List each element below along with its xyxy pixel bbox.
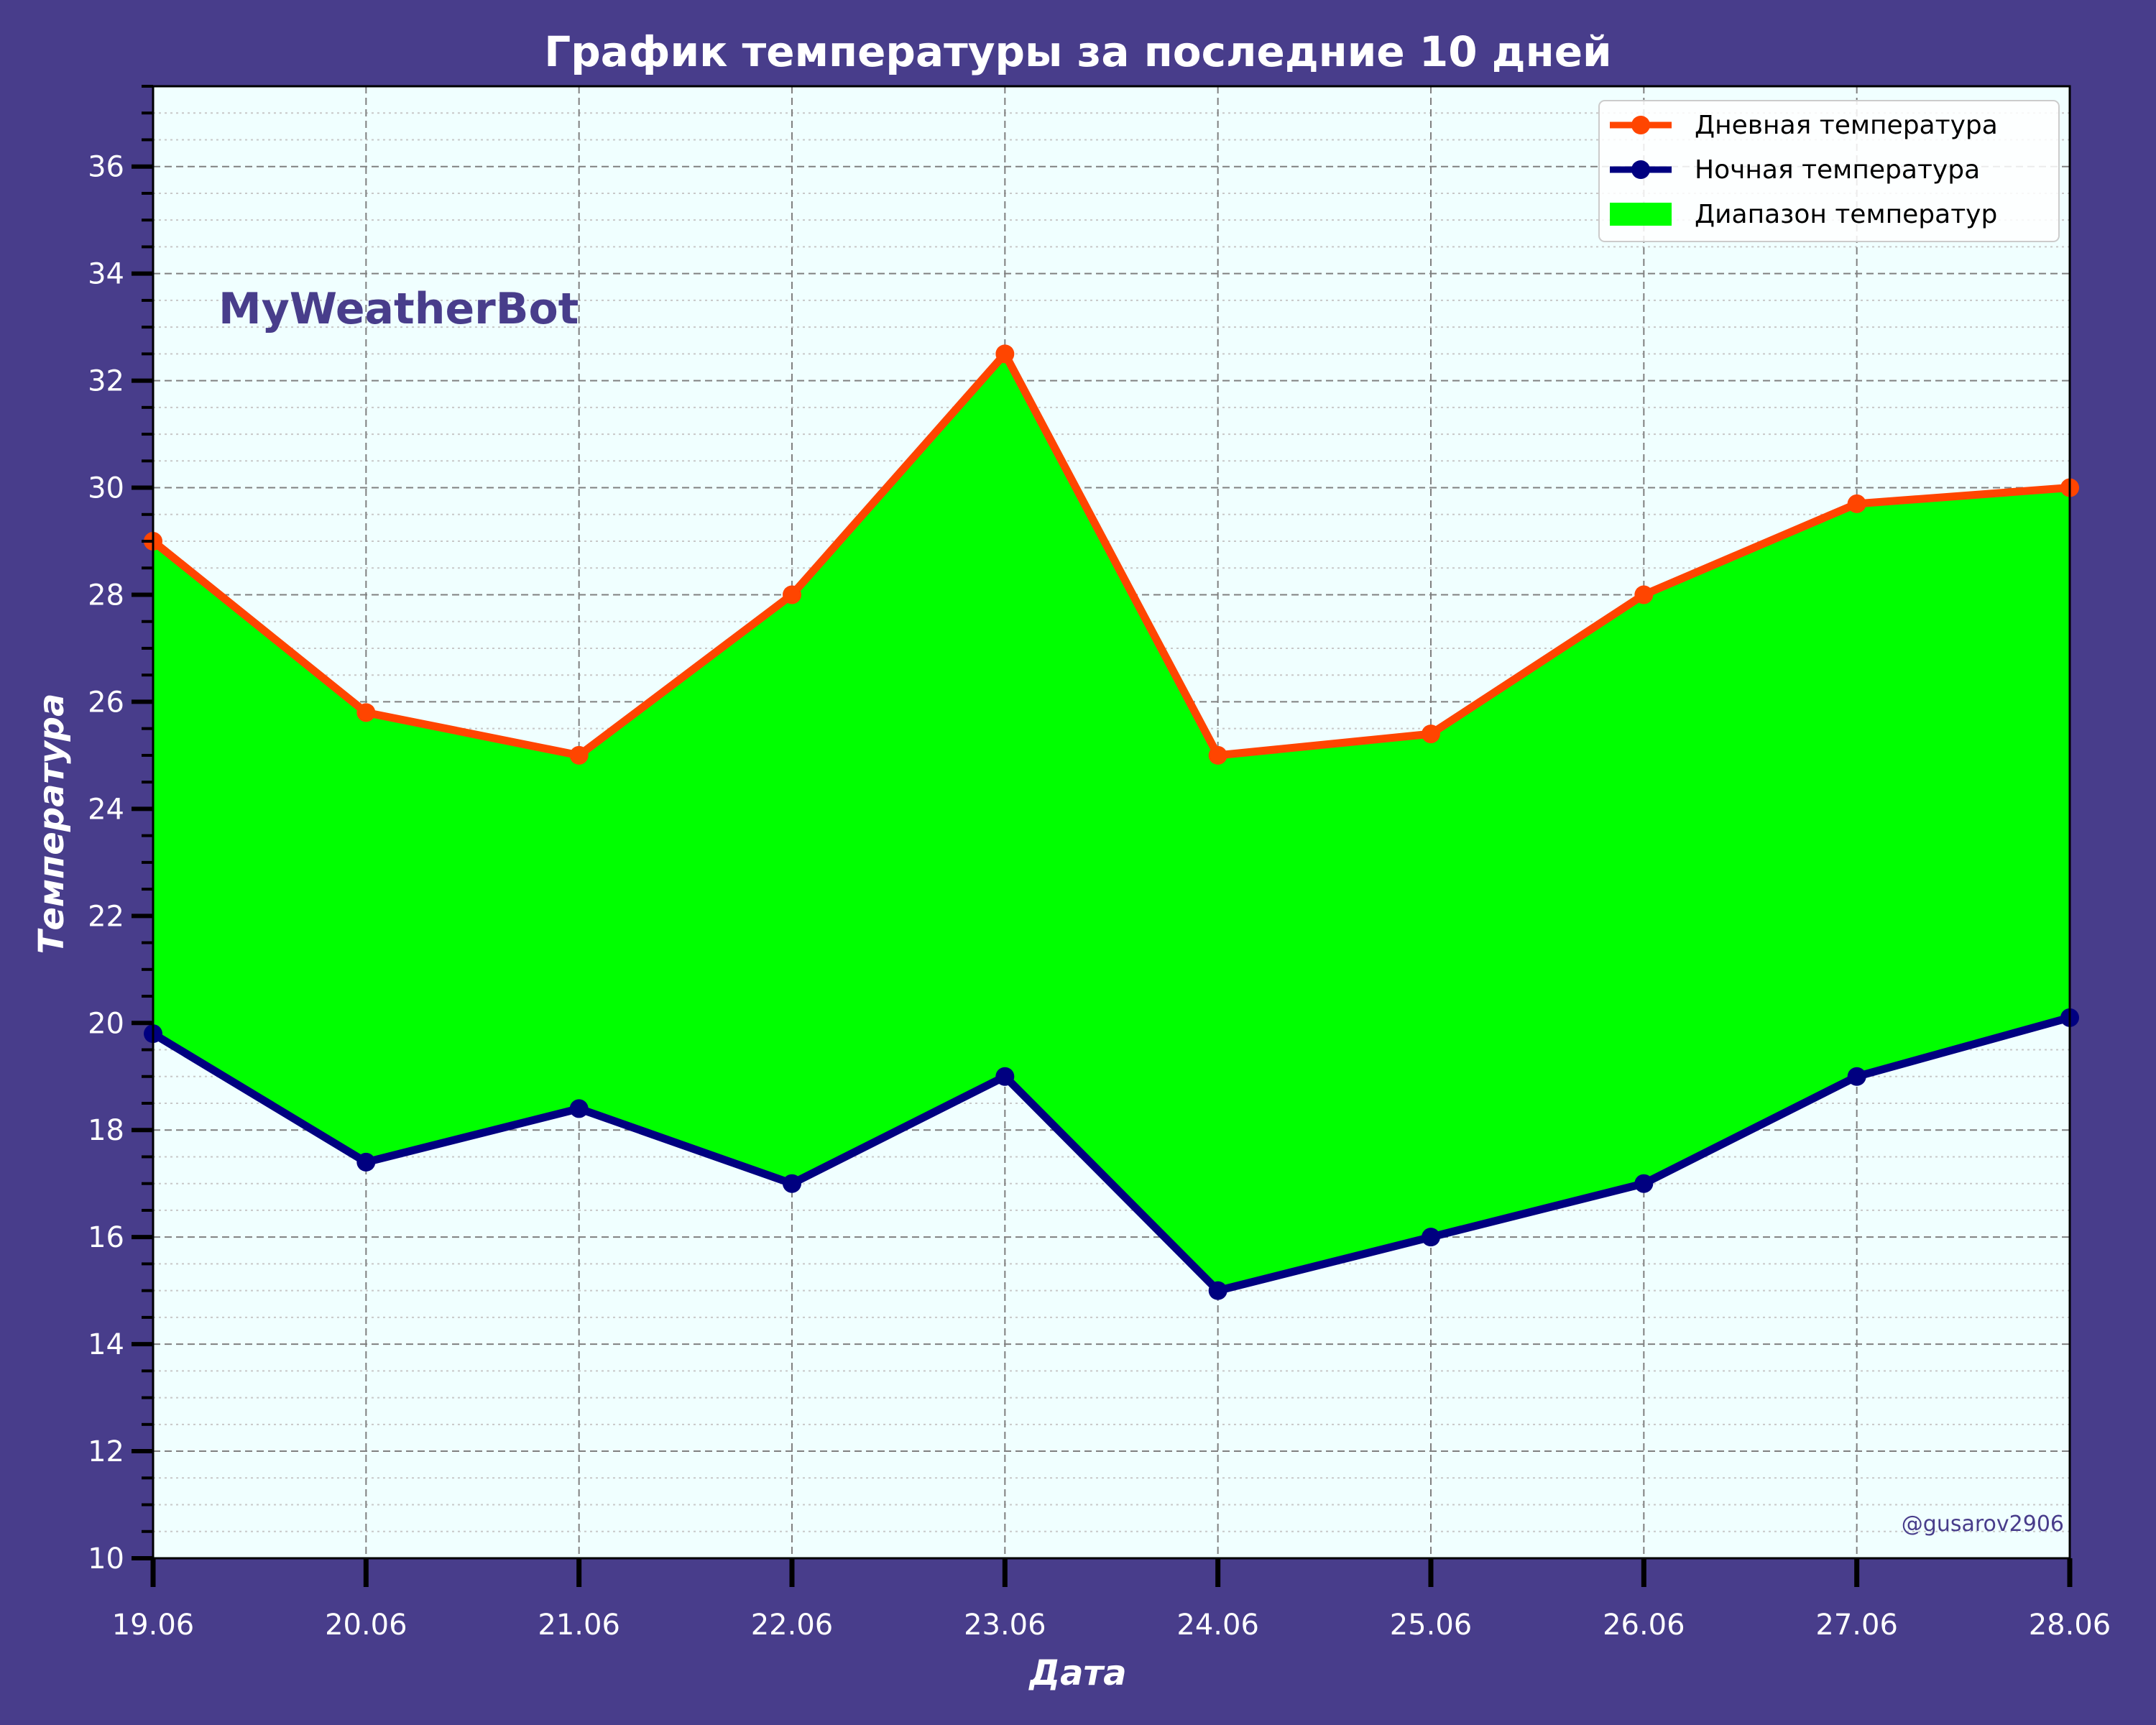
y-tick-label: 26 xyxy=(88,686,124,719)
y-tick-label: 22 xyxy=(88,900,124,933)
x-tick-label: 21.06 xyxy=(538,1609,620,1642)
legend-day-marker xyxy=(1631,116,1650,134)
day-temperature-point xyxy=(356,703,376,722)
day-temperature-point xyxy=(1422,724,1440,744)
x-tick-label: 23.06 xyxy=(964,1609,1046,1642)
legend-range-label: Диапазон температур xyxy=(1695,200,1997,229)
y-tick-label: 20 xyxy=(88,1007,124,1040)
plot-frame xyxy=(152,85,2071,1560)
night-temperature-point xyxy=(569,1099,589,1118)
y-axis: 10 12 14 16 18 20 22 24 26 28 30 32 34 36 xyxy=(88,85,153,1576)
day-temperature-points xyxy=(144,344,2079,765)
y-tick-label: 34 xyxy=(88,258,124,291)
y-tick-label: 32 xyxy=(88,365,124,398)
y-tick-label: 10 xyxy=(88,1542,124,1576)
night-temperature-point xyxy=(1634,1174,1654,1193)
y-tick-label: 18 xyxy=(88,1114,124,1147)
y-tick-label: 14 xyxy=(88,1328,124,1361)
day-temperature-point xyxy=(995,344,1015,364)
x-tick-label: 27.06 xyxy=(1815,1609,1898,1642)
x-tick-label: 28.06 xyxy=(2029,1609,2111,1642)
night-temperature-line xyxy=(151,1013,2071,1295)
credit-text: @gusarov2906 xyxy=(1902,1512,2064,1537)
watermark-text: MyWeatherBot xyxy=(218,284,579,334)
day-temperature-point xyxy=(783,585,801,604)
night-temperature-point xyxy=(1208,1281,1227,1300)
y-tick-label: 36 xyxy=(88,151,124,184)
night-temperature-point xyxy=(783,1174,801,1193)
night-temperature-point xyxy=(356,1152,376,1172)
x-tick-label: 25.06 xyxy=(1390,1609,1473,1642)
legend: Дневная температура Ночная температура Д… xyxy=(1598,100,2060,242)
x-axis: 19.06 20.06 21.06 22.06 23.06 24.06 25.06 26.06… xyxy=(112,1558,2111,1642)
day-temperature-point xyxy=(569,745,589,765)
y-tick-label: 24 xyxy=(88,793,124,826)
y-tick-label: 28 xyxy=(88,579,124,612)
chart-title: График температуры за последние 10 дней xyxy=(544,27,1611,76)
legend-box xyxy=(1598,100,2060,242)
y-tick-label: 30 xyxy=(88,472,124,505)
night-temperature-point xyxy=(1422,1228,1440,1247)
night-temperature-points xyxy=(144,1008,2079,1300)
y-tick-label: 16 xyxy=(88,1221,124,1254)
day-temperature-point xyxy=(1847,494,1866,513)
day-temperature-line xyxy=(150,349,2070,760)
x-tick-label: 26.06 xyxy=(1603,1609,1685,1642)
temperature-range-fill xyxy=(153,354,2070,1291)
night-temperature-point xyxy=(995,1067,1015,1086)
x-tick-label: 20.06 xyxy=(325,1609,407,1642)
day-temperature-point xyxy=(1208,745,1227,765)
x-tick-label: 24.06 xyxy=(1176,1609,1259,1642)
legend-day-label: Дневная температура xyxy=(1695,111,1998,140)
legend-range-swatch xyxy=(1610,203,1672,226)
legend-night-label: Ночная температура xyxy=(1695,155,1980,185)
y-axis-label: Температура xyxy=(32,694,72,954)
x-tick-label: 19.06 xyxy=(112,1609,195,1642)
plot-area xyxy=(144,85,2079,1560)
day-temperature-point xyxy=(1634,585,1654,604)
y-tick-label: 12 xyxy=(88,1435,124,1468)
night-temperature-point xyxy=(1847,1067,1866,1086)
x-tick-label: 22.06 xyxy=(751,1609,834,1642)
x-axis-label: Дата xyxy=(1028,1653,1126,1693)
legend-night-marker xyxy=(1631,160,1650,179)
